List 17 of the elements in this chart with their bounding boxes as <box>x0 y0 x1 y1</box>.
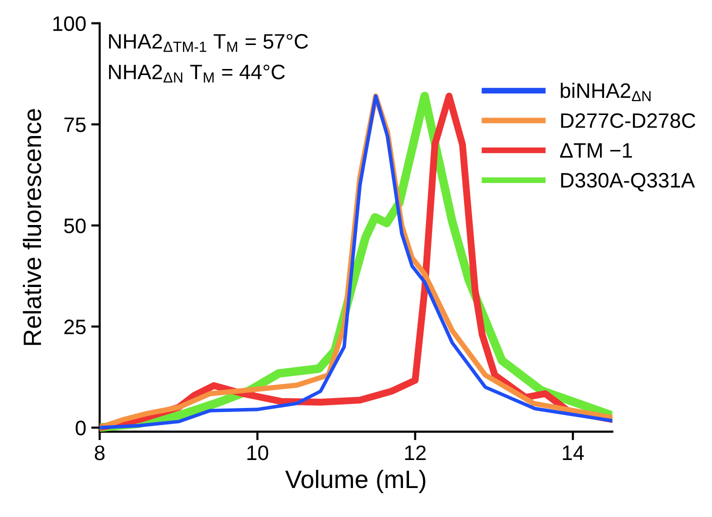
y-axis-title: Relative fluorescence <box>22 109 42 345</box>
x-axis-title: Volume (mL) <box>285 470 426 494</box>
y-tick-label: 25 <box>64 320 86 334</box>
x-tick-label: 8 <box>94 445 105 460</box>
x-tick-label: 10 <box>247 445 268 460</box>
annotation: NHA2$_{ΔN}$ T$_{M}$ = 44°C <box>109 64 285 82</box>
x-tick-label: 12 <box>405 445 426 460</box>
y-tick-label: 50 <box>64 218 86 234</box>
y-tick-label: 0 <box>76 420 86 436</box>
legend-label: ΔTM −1 <box>560 143 632 158</box>
legend-label: D330A-Q331A <box>561 172 695 192</box>
y-tick-label: 75 <box>64 118 86 132</box>
legend-label: D277C-D278C <box>561 113 696 128</box>
annotation: NHA2$_{ΔTM-1}$ T$_{M}$ = 57°C <box>109 34 308 52</box>
legend-label: biNHA2$_{ΔN}$ <box>560 82 651 102</box>
x-tick-label: 14 <box>562 446 584 460</box>
y-tick-label: 100 <box>53 16 86 32</box>
